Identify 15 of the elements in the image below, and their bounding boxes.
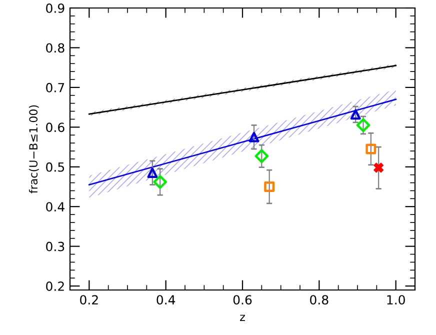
y-tick-label: 0.6	[46, 122, 64, 132]
y-axis-title: frac(U−B≤1.00)	[28, 105, 39, 194]
x-tick-label: 1.0	[387, 295, 405, 305]
y-tick-label: 0.4	[46, 202, 64, 212]
x-tick-label: 0.8	[310, 295, 328, 305]
x-tick-label: 0.6	[233, 295, 252, 305]
y-tick-label: 0.9	[46, 3, 64, 13]
y-tick-label: 0.3	[46, 242, 64, 252]
y-tick-label: 0.7	[46, 82, 64, 92]
x-tick-label: 0.2	[80, 295, 98, 305]
y-tick-label: 0.2	[46, 282, 64, 291]
y-tick-label: 0.5	[46, 162, 64, 172]
x-tick-label: 0.4	[156, 295, 176, 305]
y-tick-label: 0.8	[46, 43, 64, 53]
x-axis-title: z	[240, 314, 245, 321]
